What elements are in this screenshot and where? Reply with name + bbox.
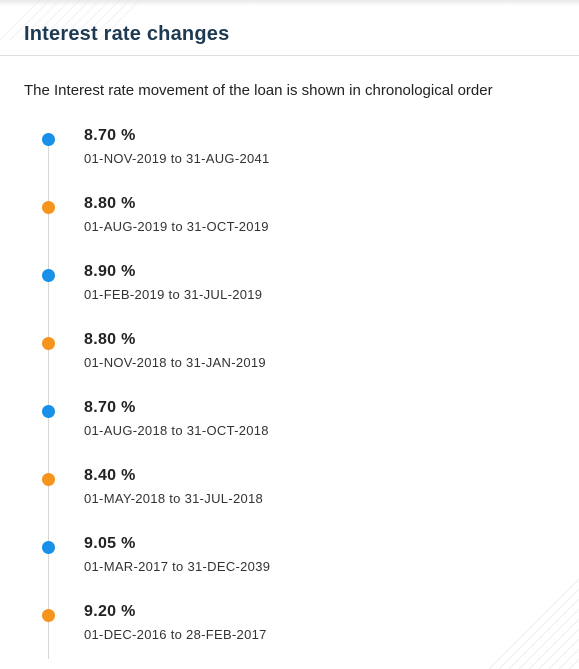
rate-period: 01-FEB-2019 to 31-JUL-2019: [84, 287, 263, 302]
timeline-dot: [42, 405, 55, 418]
timeline-dot: [42, 269, 55, 282]
timeline-entry: 9.05 % 01-MAR-2017 to 31-DEC-2039: [0, 535, 579, 591]
timeline-dot: [42, 609, 55, 622]
interest-rate-value: 8.40 %: [84, 467, 136, 484]
rate-period: 01-AUG-2019 to 31-OCT-2019: [84, 219, 269, 234]
rate-period: 01-MAR-2017 to 31-DEC-2039: [84, 559, 271, 574]
timeline-dot: [42, 201, 55, 214]
interest-rate-value: 8.90 %: [84, 263, 136, 280]
timeline-entry: 9.20 % 01-DEC-2016 to 28-FEB-2017: [0, 603, 579, 659]
rate-period: 01-MAY-2018 to 31-JUL-2018: [84, 491, 264, 506]
rate-period: 01-DEC-2016 to 28-FEB-2017: [84, 627, 267, 642]
timeline-dot: [42, 337, 55, 350]
timeline-entry: 8.80 % 01-NOV-2018 to 31-JAN-2019: [0, 331, 579, 387]
timeline-dot: [42, 541, 55, 554]
rate-period: 01-AUG-2018 to 31-OCT-2018: [84, 423, 269, 438]
timeline-entry: 8.70 % 01-AUG-2018 to 31-OCT-2018: [0, 399, 579, 455]
timeline-entry: 8.80 % 01-AUG-2019 to 31-OCT-2019: [0, 195, 579, 251]
timeline-entry: 8.70 % 01-NOV-2019 to 31-AUG-2041: [0, 127, 579, 183]
timeline-dot: [42, 473, 55, 486]
page-description: The Interest rate movement of the loan i…: [24, 82, 493, 99]
page-header: Interest rate changes: [0, 0, 579, 56]
interest-rate-value: 8.70 %: [84, 127, 136, 144]
top-shadow: [0, 0, 579, 6]
page-title: Interest rate changes: [24, 23, 230, 45]
rate-period: 01-NOV-2019 to 31-AUG-2041: [84, 151, 270, 166]
interest-rate-value: 9.05 %: [84, 535, 136, 552]
timeline-entry: 8.90 % 01-FEB-2019 to 31-JUL-2019: [0, 263, 579, 319]
interest-rate-value: 9.20 %: [84, 603, 136, 620]
timeline-line: [48, 139, 49, 659]
interest-rate-value: 8.80 %: [84, 195, 136, 212]
interest-rate-value: 8.80 %: [84, 331, 136, 348]
interest-rate-value: 8.70 %: [84, 399, 136, 416]
timeline-dot: [42, 133, 55, 146]
rate-period: 01-NOV-2018 to 31-JAN-2019: [84, 355, 266, 370]
timeline-entry: 8.40 % 01-MAY-2018 to 31-JUL-2018: [0, 467, 579, 523]
